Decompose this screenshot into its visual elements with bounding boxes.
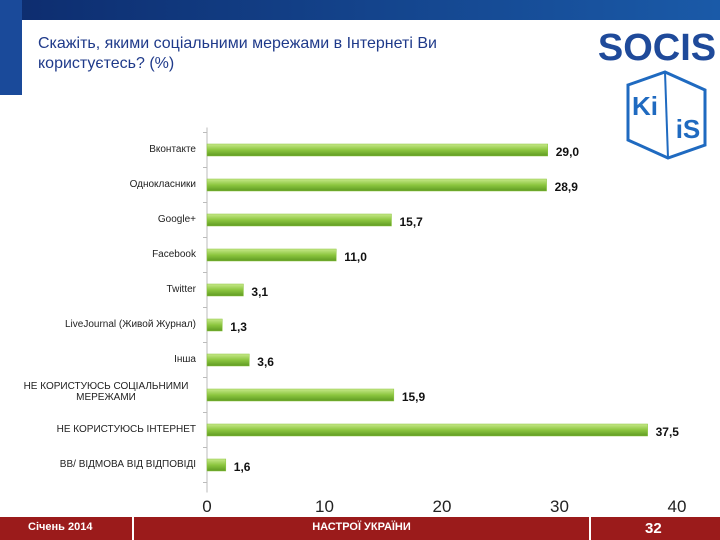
category-label: Facebook [152,249,196,260]
bar [206,458,227,472]
category-label: ВВ/ ВІДМОВА ВІД ВІДПОВІДІ [59,459,196,470]
x-tick-label: 0 [202,497,211,516]
category-label: НЕ КОРИСТУЮСЬ ІНТЕРНЕТ [56,424,196,435]
category-label: Однокласники [129,179,196,190]
value-label: 37,5 [656,425,680,439]
x-tick-label: 30 [550,497,569,516]
category-label: НЕ КОРИСТУЮСЬ СОЦІАЛЬНИМИ МЕРЕЖАМИ [23,381,189,403]
bar [206,388,395,402]
bar [206,353,250,367]
x-tick-label: 10 [315,497,334,516]
category-label: LiveJournal (Живой Журнал) [64,319,196,330]
bar [206,248,337,262]
value-label: 15,9 [402,390,426,404]
footer-date: Січень 2014 [28,521,93,533]
value-label: 11,0 [344,250,367,264]
footer-band [0,517,720,540]
logo-kiis: Ki iS [626,70,707,160]
value-label: 1,3 [230,320,247,334]
value-label: 3,6 [257,355,274,369]
bar [206,423,648,437]
logo-cube-edge [664,71,669,159]
side-block [0,0,22,95]
value-label: 1,6 [234,460,251,474]
bar [206,213,392,227]
category-label: Twitter [166,284,196,295]
top-band [0,0,720,20]
x-tick-label: 20 [433,497,452,516]
slide-title: Скажіть, якими соціальними мережами в Ін… [38,35,437,72]
logo-kiis-right: iS [676,114,701,144]
category-label: Google+ [157,214,196,225]
value-label: 28,9 [555,180,579,194]
bar [206,143,548,157]
value-label: 15,7 [399,215,423,229]
category-label: Інша [174,354,196,365]
category-label: Вконтакте [149,144,196,155]
logo-kiis-left: Ki [632,91,658,121]
x-tick-label: 40 [668,497,687,516]
bar [206,283,244,297]
bar [206,178,547,192]
logo-socis: SOCIS [598,27,716,69]
footer-center: НАСТРОЇ УКРАЇНИ [312,521,411,533]
page-number: 32 [645,520,662,537]
value-label: 29,0 [556,145,580,159]
bar [206,318,223,332]
value-label: 3,1 [251,285,268,299]
